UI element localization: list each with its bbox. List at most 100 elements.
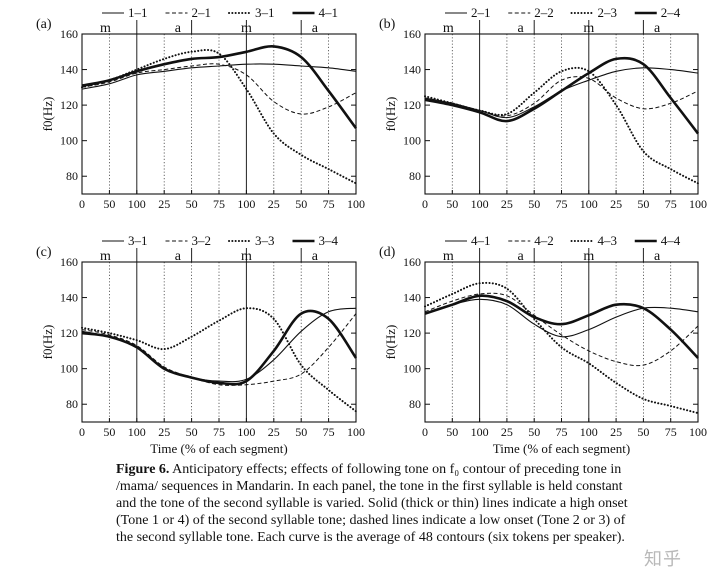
syllable-label: a — [175, 249, 182, 264]
x-tick-label: 50 — [446, 197, 458, 211]
y-tick-label: 160 — [403, 255, 421, 269]
x-tick-label: 50 — [446, 425, 458, 439]
syllable-label: m — [241, 21, 252, 36]
x-tick-label: 100 — [347, 197, 365, 211]
syllable-label: a — [175, 21, 182, 36]
series-line-thin — [81, 307, 357, 383]
series-line-dashed — [81, 313, 357, 386]
series-line-dashed — [424, 76, 699, 117]
series-line-thick — [81, 309, 358, 386]
x-tick-label: 75 — [213, 425, 225, 439]
y-tick-label: 140 — [60, 63, 78, 77]
legend-label: 4–4 — [661, 233, 681, 248]
x-tick-label: 75 — [556, 425, 568, 439]
panel-c: (c) 80 100 120 140 160 0 50 100 25 50 75 100 25 50 75 10… — [36, 233, 365, 456]
x-tick-label: 25 — [268, 197, 280, 211]
syllable-label: a — [654, 249, 661, 264]
series-line-dashed — [424, 292, 699, 367]
caption-text: Anticipatory effects; effects of followi… — [116, 462, 628, 545]
y-tick-label: 80 — [409, 169, 421, 183]
x-tick-label: 50 — [103, 425, 115, 439]
x-tick-label: 25 — [158, 197, 170, 211]
x-tick-label: 100 — [347, 425, 365, 439]
figure-panels: (a) 80 100 120 140 160 0 50 100 25 50 75 100 25 50 75 10… — [36, 5, 707, 456]
x-tick-label: 50 — [528, 425, 540, 439]
legend-label: 2–4 — [661, 5, 681, 20]
x-tick-label: 100 — [237, 425, 255, 439]
x-tick-label: 25 — [501, 197, 513, 211]
x-tick-label: 50 — [186, 197, 198, 211]
syllable-label: a — [654, 21, 661, 36]
x-tick-label: 50 — [637, 425, 649, 439]
x-tick-label: 100 — [128, 425, 146, 439]
syllable-label: m — [241, 249, 252, 264]
x-tick-label: 75 — [323, 197, 335, 211]
series-line-thick — [424, 294, 699, 359]
x-tick-label: 25 — [610, 197, 622, 211]
x-tick-label: 75 — [665, 197, 677, 211]
y-tick-label: 100 — [60, 362, 78, 376]
legend-label: 2–2 — [534, 5, 554, 20]
y-axis-label: f0(Hz) — [40, 97, 55, 132]
x-tick-label: 75 — [556, 197, 568, 211]
y-tick-label: 120 — [403, 98, 421, 112]
legend-label: 3–4 — [319, 233, 339, 248]
y-tick-label: 100 — [60, 134, 78, 148]
x-tick-label: 50 — [528, 197, 540, 211]
y-tick-label: 160 — [60, 255, 78, 269]
legend-label: 2–3 — [598, 5, 618, 20]
series-line-thick — [81, 45, 358, 129]
x-tick-label: 50 — [637, 197, 649, 211]
panel-a: (a) 80 100 120 140 160 0 50 100 25 50 75 100 25 50 75 10… — [36, 5, 365, 211]
x-tick-label: 50 — [295, 425, 307, 439]
y-tick-label: 160 — [60, 27, 78, 41]
y-tick-label: 160 — [403, 27, 421, 41]
x-tick-label: 25 — [158, 425, 170, 439]
syllable-label: a — [312, 249, 319, 264]
y-tick-label: 120 — [60, 326, 78, 340]
x-tick-label: 0 — [79, 425, 85, 439]
y-tick-label: 140 — [60, 291, 78, 305]
y-tick-label: 140 — [403, 63, 421, 77]
y-tick-label: 80 — [409, 397, 421, 411]
x-tick-label: 50 — [295, 197, 307, 211]
syllable-label: a — [312, 21, 319, 36]
x-tick-label: 0 — [79, 197, 85, 211]
legend-label: 4–2 — [534, 233, 554, 248]
x-tick-label: 50 — [186, 425, 198, 439]
legend-label: 4–1 — [319, 5, 339, 20]
syllable-label: m — [583, 249, 594, 264]
legend-label: 1–1 — [128, 5, 148, 20]
series-line-dashed — [81, 63, 357, 115]
y-tick-label: 80 — [66, 169, 78, 183]
y-tick-label: 120 — [403, 326, 421, 340]
syllable-label: m — [100, 21, 111, 36]
y-tick-label: 100 — [403, 362, 421, 376]
panel-label: (a) — [36, 17, 52, 32]
y-axis-label: f0(Hz) — [383, 97, 398, 132]
syllable-label: a — [517, 249, 524, 264]
y-tick-label: 100 — [403, 134, 421, 148]
legend-label: 3–2 — [192, 233, 212, 248]
panel-label: (b) — [379, 17, 396, 32]
legend-label: 2–1 — [192, 5, 212, 20]
legend-label: 3–3 — [255, 233, 275, 248]
panel-label: (c) — [36, 245, 52, 260]
x-tick-label: 0 — [422, 197, 428, 211]
panel-d: (d) 80 100 120 140 160 0 50 100 25 50 75 100 25 50 75 10… — [379, 233, 707, 456]
x-tick-label: 75 — [213, 197, 225, 211]
x-tick-label: 25 — [610, 425, 622, 439]
x-tick-label: 0 — [422, 425, 428, 439]
x-tick-label: 100 — [689, 425, 707, 439]
series-line-dotted — [424, 66, 699, 185]
x-axis-label: Time (% of each segment) — [493, 441, 630, 456]
x-tick-label: 100 — [128, 197, 146, 211]
x-tick-label: 100 — [237, 197, 255, 211]
legend-label: 3–1 — [128, 233, 148, 248]
x-tick-label: 50 — [103, 197, 115, 211]
x-tick-label: 75 — [323, 425, 335, 439]
panel-b: (b) 80 100 120 140 160 0 50 100 25 50 75 100 25 50 75 10… — [379, 5, 707, 211]
series-line-dotted — [424, 281, 699, 415]
series-line-dotted — [81, 307, 357, 413]
x-tick-label: 25 — [501, 425, 513, 439]
